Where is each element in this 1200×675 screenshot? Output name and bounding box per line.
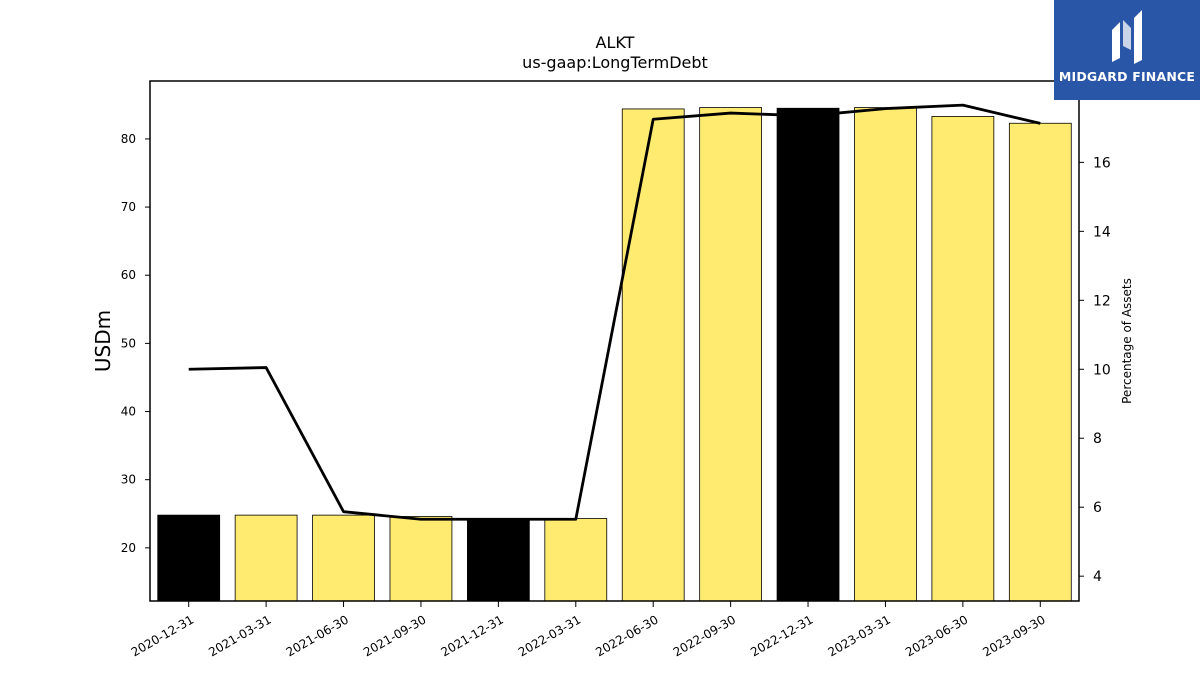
y-tick-label: 70 <box>121 200 136 214</box>
chart-title: ALKT <box>596 33 635 52</box>
y-tick-label: 40 <box>121 405 136 419</box>
y2-tick-label: 6 <box>1093 500 1102 516</box>
line-group <box>188 103 1041 521</box>
x-tick-label: 2021-03-31 <box>206 612 273 659</box>
bar-2023-09-30 <box>1008 122 1072 602</box>
bar-2022-09-30 <box>699 107 762 602</box>
right-axis-ticks: 4 6 8 10 12 14 16 <box>1079 155 1111 585</box>
x-tick-label: 2021-09-30 <box>361 612 428 659</box>
x-tick-label: 2023-09-30 <box>980 612 1047 659</box>
bar-2023-03-31 <box>854 107 917 602</box>
bar-2020-12-31 <box>157 514 221 602</box>
x-tick-label: 2021-12-31 <box>438 612 505 659</box>
brand-name: MIDGARD FINANCE <box>1058 69 1196 84</box>
y2-tick-label: 8 <box>1093 431 1102 447</box>
bar-2021-09-30 <box>389 516 453 602</box>
y-tick-label: 50 <box>121 336 136 350</box>
bar-2021-06-30 <box>312 514 375 602</box>
x-tick-label: 2022-09-30 <box>671 612 738 659</box>
y-tick-label: 30 <box>121 473 136 487</box>
bar-2022-06-30 <box>621 108 685 602</box>
chart-subtitle: us-gaap:LongTermDebt <box>522 53 708 72</box>
left-axis-ticks: 20 30 40 50 60 70 80 <box>121 132 150 555</box>
brand-logo: MIDGARD FINANCE <box>1054 0 1200 100</box>
bar-2021-03-31 <box>234 514 298 602</box>
y2-tick-label: 14 <box>1093 224 1111 240</box>
x-tick-label: 2022-03-31 <box>516 612 583 659</box>
plot-frame <box>149 80 1080 602</box>
y2-tick-label: 4 <box>1093 569 1102 585</box>
y2-axis-label: Percentage of Assets <box>1120 278 1134 404</box>
bar-2021-12-31 <box>467 518 530 602</box>
x-tick-label: 2022-12-31 <box>748 612 815 659</box>
x-tick-label: 2023-03-31 <box>826 612 893 659</box>
y-tick-label: 80 <box>121 132 136 146</box>
x-axis-ticks: 2020-12-31 2021-03-31 2021-06-30 2021-09-30… <box>129 601 1048 659</box>
x-tick-label: 2022-06-30 <box>593 612 660 659</box>
y-tick-label: 20 <box>121 541 136 555</box>
bar-2022-03-31 <box>544 518 608 602</box>
logo-mark-icon <box>1112 10 1142 64</box>
x-tick-label: 2023-06-30 <box>903 612 970 659</box>
y-axis-label: USDm <box>91 310 115 372</box>
y2-tick-label: 10 <box>1093 362 1111 378</box>
y-tick-label: 60 <box>121 268 136 282</box>
bar-2023-06-30 <box>931 116 995 602</box>
y2-tick-label: 12 <box>1093 293 1111 309</box>
x-tick-label: 2020-12-31 <box>129 612 196 659</box>
bars-group <box>157 107 1072 602</box>
percentage-line <box>188 103 1041 521</box>
x-tick-label: 2021-06-30 <box>284 612 351 659</box>
y2-tick-label: 16 <box>1093 155 1111 171</box>
bar-2022-12-31 <box>776 107 840 602</box>
